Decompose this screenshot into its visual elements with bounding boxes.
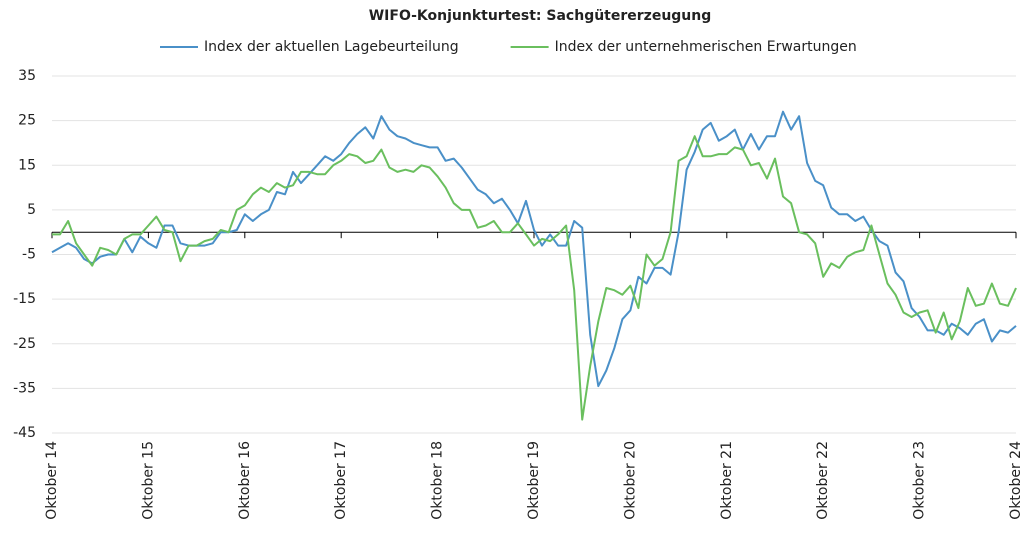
x-tick-label: Oktober 19 (526, 441, 542, 520)
y-tick-label: -35 (13, 380, 36, 396)
x-tick-label: Oktober 21 (719, 441, 735, 520)
legend-label: Index der aktuellen Lagebeurteilung (204, 39, 459, 55)
y-tick-label: 25 (18, 113, 36, 129)
series-line (52, 135, 1017, 421)
y-tick-label: 5 (27, 202, 36, 218)
chart-title: WIFO-Konjunkturtest: Sachgütererzeugung (369, 8, 712, 24)
x-tick-label: Oktober 14 (44, 441, 60, 520)
y-tick-label: 35 (18, 68, 36, 84)
x-tick-label: Oktober 23 (912, 441, 928, 520)
y-tick-label: -15 (13, 291, 36, 307)
x-tick-label: Oktober 24 (1008, 441, 1024, 520)
y-tick-label: -5 (22, 247, 36, 263)
x-tick-label: Oktober 20 (622, 441, 638, 520)
x-tick-label: Oktober 16 (237, 441, 253, 520)
y-tick-label: 15 (18, 157, 36, 173)
series-line (51, 110, 1017, 388)
x-tick-label: Oktober 22 (815, 441, 831, 520)
x-tick-label: Oktober 17 (333, 441, 349, 520)
legend-label: Index der unternehmerischen Erwartungen (555, 39, 857, 55)
x-tick-label: Oktober 15 (140, 441, 156, 520)
x-tick-label: Oktober 18 (430, 441, 446, 520)
y-tick-label: -25 (13, 336, 36, 352)
y-tick-label: -45 (13, 425, 36, 441)
